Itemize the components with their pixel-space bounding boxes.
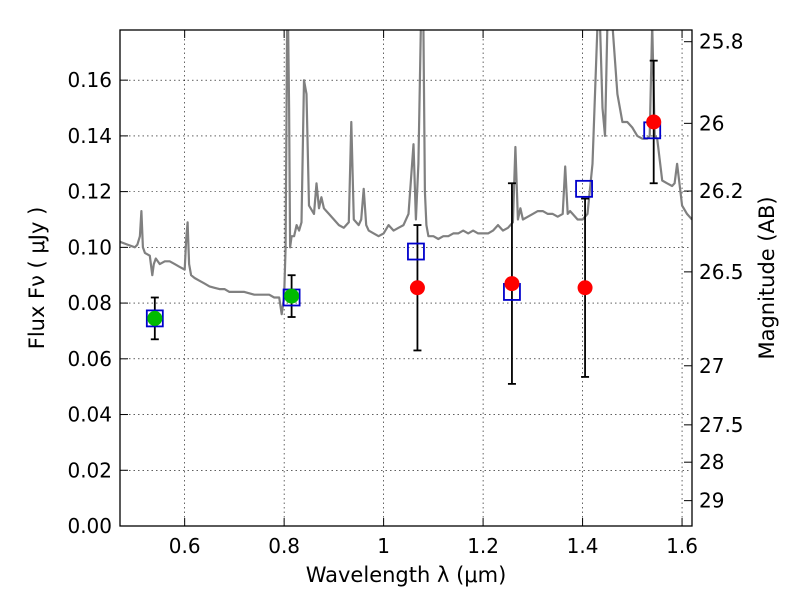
y-tick-label: 0.06 [67,347,112,371]
x-tick-label: 0.6 [169,534,201,558]
x-tick-label: 1 [377,534,390,558]
x-tick-label: 1.6 [666,534,698,558]
magnitude-tick-label: 27.5 [699,413,744,437]
y-tick-label: 0.00 [67,514,112,538]
model-square-marker [407,242,425,261]
plot-area [120,30,692,385]
observed-point [504,276,520,292]
x-axis-label: Wavelength λ (μm) [306,563,507,587]
observed-point [577,280,593,296]
x-tick-label: 1.2 [467,534,499,558]
y-tick-label: 0.12 [67,180,112,204]
y-axis-label: Flux Fν ( μJy ) [25,207,49,350]
magnitude-tick-label: 25.8 [699,30,744,54]
y-tick-label: 0.08 [67,291,112,315]
magnitude-tick-label: 26.5 [699,260,744,284]
axes-frame [119,29,693,527]
observed-point [646,114,662,130]
y-tick-label: 0.14 [67,124,112,148]
magnitude-tick-label: 26 [699,111,724,135]
magnitude-tick-label: 27 [699,354,724,378]
y-tick-label: 0.04 [67,403,112,427]
magnitude-tick-label: 28 [699,450,724,474]
x-tick-label: 1.4 [567,534,599,558]
y-tick-label: 0.02 [67,458,112,482]
right-axis-label: Magnitude (AB) [755,196,779,359]
x-tick-label: 0.8 [268,534,300,558]
magnitude-tick-label: 26.2 [699,179,744,203]
plot-content [120,30,692,385]
axis-ticks: 0.6 0.8 1 1.2 1.4 1.6 0.00 0.02 0.04 0.06 0.08 0.10… [67,30,743,558]
y-tick-label: 0.10 [67,235,112,259]
magnitude-tick-label: 29 [699,489,724,513]
observed-point [409,280,425,296]
observed-point [147,310,163,326]
y-tick-label: 0.16 [67,68,112,92]
model-square-marker [145,309,164,328]
spectrum-line [120,30,692,316]
model-square-marker [575,179,593,198]
observed-point [284,288,300,304]
